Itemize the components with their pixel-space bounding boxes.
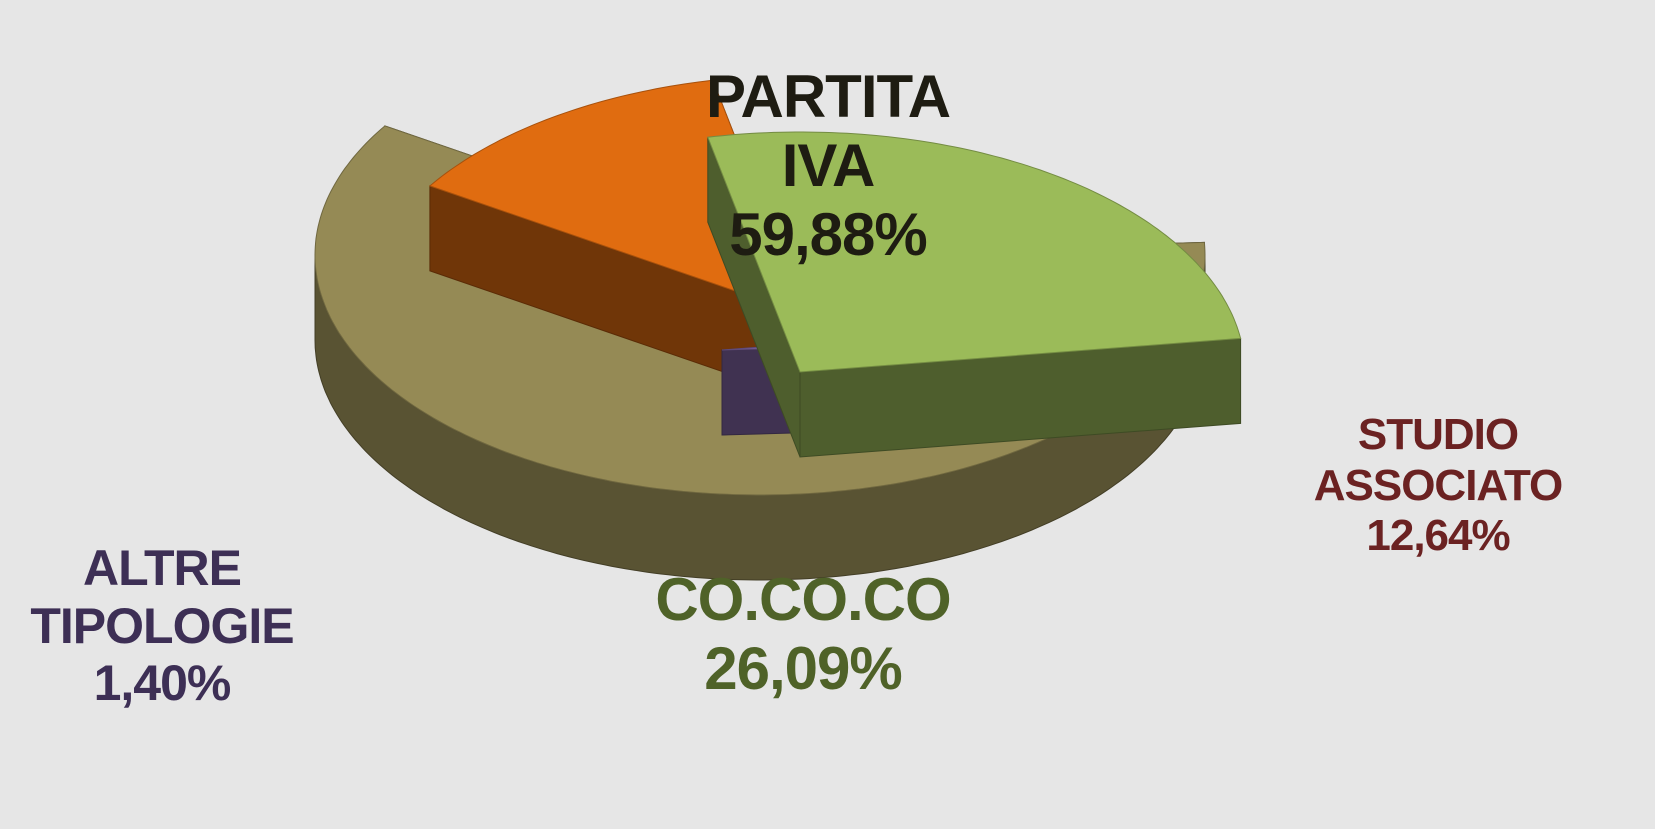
category-label: PARTITA IVA: [705, 63, 951, 199]
category-label: STUDIO ASSOCIATO: [1313, 410, 1564, 510]
category-label: ALTRE TIPOLOGIE: [30, 540, 294, 654]
slice-label: ALTRE TIPOLOGIE 1,40%: [2, 540, 322, 713]
value-label: 26,09%: [704, 635, 903, 702]
category-label: CO.CO.CO: [655, 566, 951, 633]
slice-label: CO.CO.CO 26,09%: [603, 565, 1003, 703]
value-label: 59,88%: [729, 201, 928, 268]
slice-label: STUDIO ASSOCIATO 12,64%: [1288, 410, 1588, 562]
value-label: 1,40%: [93, 655, 232, 711]
value-label: 12,64%: [1366, 511, 1510, 561]
slice-label: PARTITA IVA 59,88%: [678, 62, 978, 269]
slice: [707, 131, 1242, 373]
